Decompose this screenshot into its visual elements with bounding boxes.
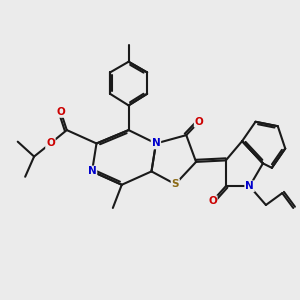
Text: O: O — [56, 107, 65, 117]
Text: N: N — [245, 181, 254, 191]
Text: O: O — [208, 196, 217, 206]
Text: N: N — [152, 139, 160, 148]
Text: S: S — [172, 179, 179, 189]
Text: O: O — [195, 117, 203, 127]
Text: O: O — [46, 139, 55, 148]
Text: N: N — [88, 167, 96, 176]
